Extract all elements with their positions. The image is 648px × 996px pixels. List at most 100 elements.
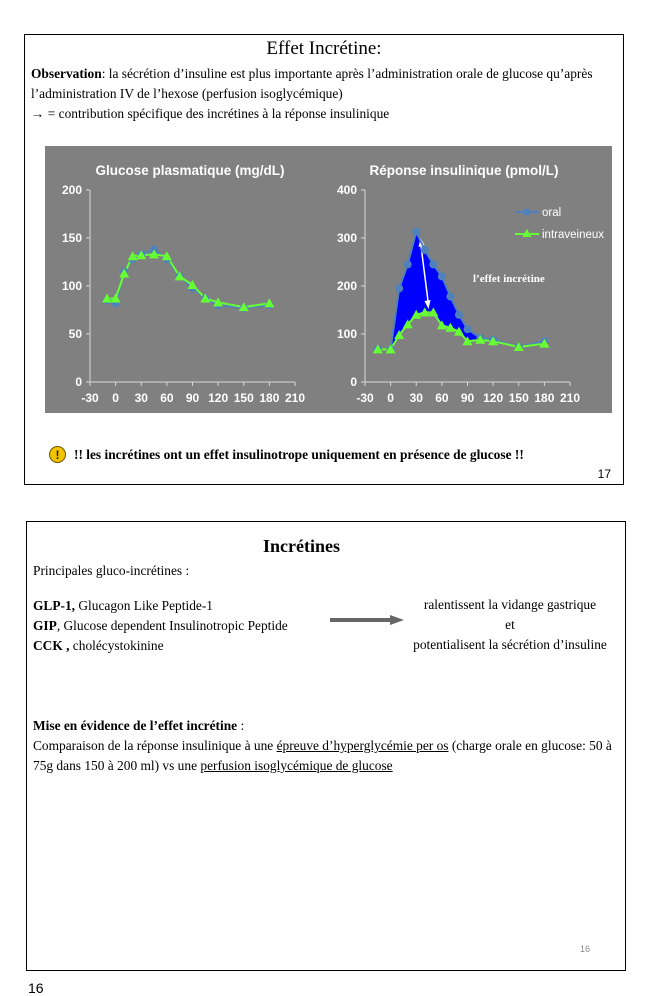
item-abbr: CCK ,	[33, 638, 70, 653]
effects-text: ralentissent la vidange gastrique et pot…	[394, 595, 626, 655]
right-arrow-icon	[330, 615, 404, 625]
insulin-point-oral	[463, 325, 472, 334]
effect-line-2: et	[505, 617, 515, 632]
insulin-point-oral	[446, 292, 455, 301]
insulin-x-tick-label: 60	[435, 391, 449, 405]
item-desc: Glucagon Like Peptide-1	[75, 598, 213, 613]
glucose-y-tick-label: 100	[62, 279, 82, 293]
glucose-y-tick-label: 200	[62, 183, 82, 197]
glucose-point-iv	[200, 293, 211, 303]
glucose-point-iv	[127, 251, 138, 261]
glucose-y-tick-label: 50	[69, 327, 83, 341]
charts-svg: Glucose plasmatique (mg/dL) Réponse insu…	[62, 163, 604, 405]
insulin-point-iv	[445, 322, 456, 332]
insulin-x-tick-label: 120	[483, 391, 503, 405]
glucose-x-tick-label: 60	[160, 391, 174, 405]
insulin-y-tick-label: 0	[350, 375, 357, 389]
glucose-point-iv	[161, 251, 172, 261]
arrow-head-bottom	[424, 300, 431, 310]
comp-underlined-2: perfusion isoglycémique de glucose	[200, 758, 393, 773]
glucose-x-tick-label: 0	[112, 391, 119, 405]
glucose-y-tick-label: 150	[62, 231, 82, 245]
charts-panel: Glucose plasmatique (mg/dL) Réponse insu…	[45, 146, 612, 413]
mise-suffix: :	[237, 718, 245, 733]
slide-page-number: 16	[580, 944, 591, 954]
item-desc: , Glucose dependent Insulinotropic Pepti…	[56, 618, 288, 633]
insulin-y-tick-label: 100	[337, 327, 357, 341]
incretin-list: GLP-1, Glucagon Like Peptide-1 GIP, Gluc…	[33, 596, 288, 656]
insulin-x-tick-label: 150	[509, 391, 529, 405]
glucose-point-iv	[264, 298, 275, 308]
item-abbr: GLP-1,	[33, 598, 76, 613]
warning-line: ! !! les incrétines ont un effet insulin…	[49, 446, 524, 463]
insulin-x-tick-label: 30	[410, 391, 424, 405]
insulin-point-iv	[453, 326, 464, 336]
warning-text: !! les incrétines ont un effet insulinot…	[74, 446, 524, 462]
insulin-point-iv	[372, 344, 383, 354]
insulin-point-iv	[539, 338, 550, 348]
list-item-gip: GIP, Glucose dependent Insulinotropic Pe…	[33, 616, 288, 636]
observation-body: : la sécrétion d’insuline est plus impor…	[31, 66, 593, 101]
mise-en-evidence-heading: Mise en évidence de l’effet incrétine :	[33, 716, 244, 736]
insulin-point-oral	[403, 260, 412, 269]
effect-line-3: potentialisent la sécrétion d’insuline	[413, 637, 607, 652]
observation-label: Observation	[31, 66, 102, 81]
insulin-point-iv	[419, 307, 430, 317]
legend-iv-marker	[522, 229, 532, 237]
glucose-x-tick-label: -30	[81, 391, 99, 405]
slide-page-number: 17	[597, 467, 611, 481]
legend: oral intraveineux	[515, 207, 604, 241]
glucose-x-tick-label: 30	[135, 391, 149, 405]
observation-text: Observation: la sécrétion d’insuline est…	[31, 64, 617, 124]
glucose-point-iv	[174, 271, 185, 281]
warning-icon: !	[49, 446, 66, 463]
glucose-x-tick-label: 210	[285, 391, 305, 405]
insulin-point-iv	[411, 309, 422, 319]
insulin-y-tick-label: 300	[337, 231, 357, 245]
slide-title: Effet Incrétine:	[266, 38, 382, 59]
slide-effet-incretine: Effet Incrétine: Observation: la sécréti…	[24, 34, 624, 485]
glucose-point-iv	[149, 249, 160, 259]
insulin-point-oral	[437, 272, 446, 281]
insulin-point-iv	[402, 319, 413, 329]
intro-text: Principales gluco-incrétines :	[33, 563, 190, 578]
legend-oral-marker	[523, 208, 531, 216]
chart-title-insulin: Réponse insulinique (pmol/L)	[370, 163, 559, 178]
insulin-point-oral	[412, 227, 421, 236]
insulin-point-iv	[513, 341, 524, 351]
glucose-point-iv	[213, 297, 224, 307]
item-desc: cholécystokinine	[69, 638, 164, 653]
document-page-number: 16	[28, 980, 44, 996]
insulin-x-tick-label: 90	[461, 391, 475, 405]
list-item-cck: CCK , cholécystokinine	[33, 636, 288, 656]
glucose-x-tick-label: 150	[234, 391, 254, 405]
slide-title: Incrétines	[263, 536, 340, 556]
insulin-point-iv	[475, 334, 486, 344]
glucose-x-tick-label: 90	[186, 391, 200, 405]
insulin-point-oral	[395, 284, 404, 293]
glucose-x-tick-label: 180	[259, 391, 279, 405]
insulin-y-tick-label: 400	[337, 183, 357, 197]
insulin-x-tick-label: 180	[534, 391, 554, 405]
contribution-line: → = contribution spécifique des incrétin…	[31, 106, 390, 121]
insulin-point-iv	[436, 320, 447, 330]
glucose-point-iv	[119, 268, 130, 278]
insulin-point-oral	[420, 246, 429, 254]
insulin-incretin-area	[377, 231, 545, 350]
insulin-point-iv	[428, 307, 439, 317]
legend-iv-label: intraveineux	[542, 229, 604, 241]
glucose-point-iv	[238, 302, 249, 312]
chart-title-glucose: Glucose plasmatique (mg/dL)	[95, 163, 284, 178]
glucose-point-iv	[136, 250, 147, 260]
insulin-x-tick-label: -30	[356, 391, 374, 405]
mise-label: Mise en évidence de l’effet incrétine	[33, 718, 238, 733]
insulin-point-iv	[394, 329, 405, 339]
insulin-point-oral	[429, 260, 438, 269]
glucose-x-tick-label: 120	[208, 391, 228, 405]
slide-incretines: Incrétines Principales gluco-incrétines …	[26, 521, 626, 971]
insulin-point-oral	[454, 310, 463, 319]
insulin-point-iv	[488, 336, 499, 346]
effect-line-1: ralentissent la vidange gastrique	[423, 597, 597, 612]
item-abbr: GIP	[33, 618, 57, 633]
insulin-x-tick-label: 0	[387, 391, 394, 405]
